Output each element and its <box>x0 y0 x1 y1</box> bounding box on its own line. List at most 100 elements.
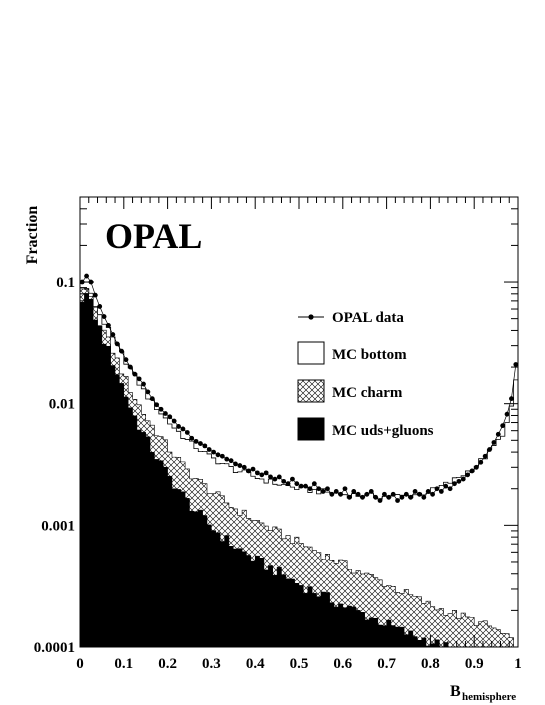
axis-ticks <box>79 196 519 648</box>
opal-data-point <box>110 332 116 337</box>
opal-data-point <box>487 447 492 452</box>
opal-data-point <box>329 491 335 497</box>
opal-data-point <box>180 426 186 432</box>
opal-data-point <box>154 402 160 408</box>
x-tick-label: 0.6 <box>333 656 352 672</box>
opal-data-point <box>241 464 247 470</box>
opal-data-point <box>149 396 155 402</box>
opal-brand-label: OPAL <box>105 216 202 256</box>
opal-data-point <box>290 476 295 482</box>
x-tick-label: 0.4 <box>246 656 265 672</box>
opal-data-point <box>399 494 405 500</box>
opal-data-point <box>425 489 431 494</box>
mc-uds-area <box>80 293 449 647</box>
opal-data-point <box>163 411 168 416</box>
opal-data-point <box>478 459 484 465</box>
y-axis-title: Fraction <box>24 206 41 265</box>
opal-data-point <box>224 456 230 462</box>
opal-data-point <box>430 491 435 497</box>
opal-data-point <box>421 494 427 500</box>
opal-data-point <box>189 435 195 441</box>
opal-data-point <box>158 406 164 412</box>
opal-data-point <box>434 486 440 492</box>
opal-data-point <box>97 304 103 309</box>
opal-data-point <box>390 491 396 497</box>
opal-data-point <box>368 489 374 494</box>
opal-data-point <box>193 438 199 444</box>
opal-data-point <box>355 491 361 497</box>
legend-mc-bottom-label: MC bottom <box>332 347 407 363</box>
opal-data-point <box>211 449 216 455</box>
opal-data-point <box>132 371 138 377</box>
opal-data-point <box>219 453 225 459</box>
opal-data-point <box>504 411 510 417</box>
y-tick-label: 0.1 <box>56 275 75 291</box>
opal-data-point <box>465 472 471 478</box>
legend-mc-uds-label: MC uds+gluons <box>332 423 434 439</box>
opal-data-point <box>272 476 278 482</box>
legend-bottom-swatch <box>297 341 325 365</box>
opal-data-points <box>80 273 518 503</box>
opal-data-point <box>285 481 291 487</box>
opal-data-point <box>307 486 313 492</box>
opal-data-point <box>386 494 392 500</box>
opal-data-point <box>84 273 89 279</box>
opal-data-point <box>206 447 212 452</box>
opal-data-point <box>254 470 260 476</box>
opal-data-point <box>246 468 252 474</box>
opal-data-point <box>228 458 234 464</box>
opal-data-point <box>281 478 287 484</box>
opal-data-point <box>417 491 422 497</box>
x-tick-label: 0.2 <box>158 656 177 672</box>
x-tick-label: 0 <box>76 656 84 672</box>
opal-data-point <box>198 441 203 446</box>
y-tick-label: 0.0001 <box>34 640 75 656</box>
opal-data-point <box>176 424 181 429</box>
opal-data-point <box>167 414 173 420</box>
opal-data-point <box>500 423 506 429</box>
opal-data-point <box>509 396 514 402</box>
opal-data-point <box>92 292 98 298</box>
opal-data-point <box>141 381 146 387</box>
opal-data-point <box>114 341 120 347</box>
legend-opal-data-label: OPAL data <box>332 310 404 326</box>
x-tick-label: 0.3 <box>202 656 221 672</box>
opal-data-point <box>460 476 466 482</box>
opal-data-point <box>101 314 107 319</box>
opal-data-point <box>119 348 125 354</box>
opal-data-point <box>303 483 308 489</box>
opal-data-point <box>513 362 518 367</box>
opal-data-point <box>333 489 339 494</box>
x-tick-label: 0.9 <box>465 656 484 672</box>
opal-data-point <box>491 440 497 445</box>
opal-data-point <box>184 430 190 435</box>
opal-data-point <box>276 474 282 480</box>
x-axis-title-sub: hemisphere <box>462 691 516 703</box>
opal-data-point <box>298 483 304 489</box>
x-tick-label: 0.5 <box>290 656 309 672</box>
legend-charm-swatch <box>297 379 325 403</box>
x-tick-label: 0.7 <box>377 656 396 672</box>
opal-data-point <box>127 364 133 370</box>
opal-data-point <box>452 481 457 487</box>
opal-data-point <box>408 494 414 500</box>
opal-data-point <box>268 474 273 480</box>
opal-data-point <box>360 494 365 500</box>
opal-data-point <box>456 478 462 484</box>
opal-data-point <box>346 494 352 500</box>
opal-data-point <box>316 486 322 492</box>
opal-data-point <box>171 418 177 424</box>
opal-data-point <box>443 483 449 489</box>
opal-data-point <box>364 491 370 497</box>
opal-data-point <box>338 491 344 497</box>
opal-data-point <box>294 481 300 487</box>
opal-data-point <box>263 470 269 476</box>
opal-data-point <box>495 431 501 437</box>
opal-data-point <box>145 389 151 395</box>
opal-data-point <box>325 486 330 492</box>
opal-data-point <box>311 481 317 487</box>
opal-data-point <box>412 489 418 494</box>
opal-data-point <box>351 489 357 494</box>
opal-data-point <box>202 443 208 449</box>
